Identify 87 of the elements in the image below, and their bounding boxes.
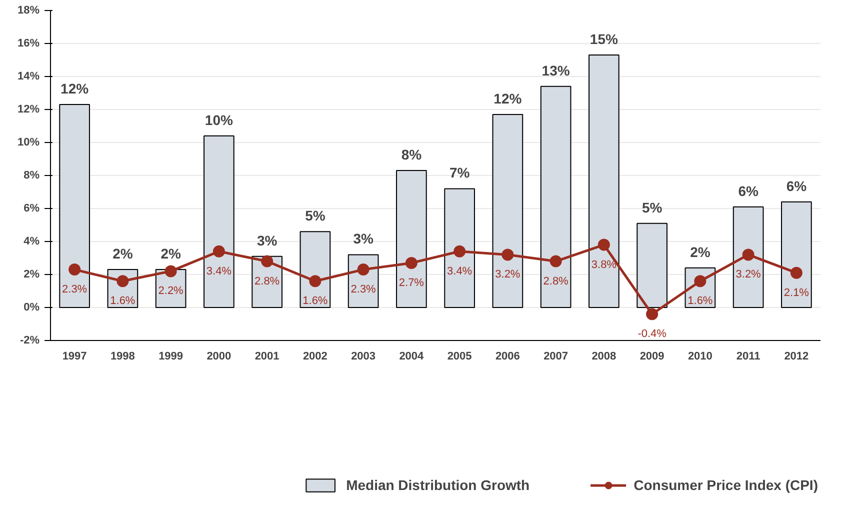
data-label: 3.8% bbox=[591, 258, 617, 271]
data-label: 2.8% bbox=[543, 275, 569, 288]
bar bbox=[204, 135, 234, 308]
data-label: 1.6% bbox=[110, 295, 136, 308]
x-tick-label: 2008 bbox=[592, 350, 616, 362]
x-tick-label: 2001 bbox=[254, 350, 280, 362]
x-tick-label: 2002 bbox=[302, 350, 328, 362]
data-label: 3.4% bbox=[206, 265, 232, 278]
point bbox=[261, 255, 274, 268]
data-label: 13% bbox=[542, 62, 570, 78]
data-label: 5% bbox=[642, 199, 663, 216]
y-tick-label: 10% bbox=[17, 136, 40, 148]
data-label: 7% bbox=[449, 164, 470, 181]
bar bbox=[300, 231, 331, 308]
x-tick-label: 2005 bbox=[447, 350, 472, 362]
data-label: 3.4% bbox=[447, 265, 472, 278]
point bbox=[646, 308, 658, 320]
legend-label: Consumer Price Index (CPI) bbox=[634, 477, 818, 493]
point bbox=[454, 245, 466, 258]
data-label: 1.6% bbox=[302, 295, 328, 308]
data-label: 2.2% bbox=[158, 285, 184, 298]
x-tick-label: 2010 bbox=[688, 350, 712, 362]
point bbox=[164, 265, 177, 278]
point bbox=[309, 275, 322, 288]
x-tick-label: 1998 bbox=[110, 350, 135, 362]
data-label: 2.8% bbox=[254, 275, 280, 288]
data-label: 3% bbox=[256, 232, 278, 248]
x-tick-label: 2000 bbox=[206, 350, 232, 362]
y-tick-label: 8% bbox=[24, 170, 40, 182]
point bbox=[357, 264, 370, 276]
data-label: 12% bbox=[60, 80, 90, 97]
y-tick-label: 14% bbox=[17, 70, 40, 82]
x-tick-label: 2006 bbox=[495, 350, 520, 362]
data-label: 2.3% bbox=[62, 284, 88, 296]
point bbox=[598, 238, 610, 251]
data-label: 2% bbox=[112, 246, 134, 262]
data-label: 15% bbox=[590, 31, 618, 48]
x-tick-label: 2011 bbox=[736, 350, 760, 362]
point bbox=[116, 275, 129, 288]
point bbox=[790, 266, 802, 279]
data-label: 1.6% bbox=[688, 295, 713, 308]
x-tick-label: 2003 bbox=[351, 350, 376, 362]
data-label: 5% bbox=[305, 208, 326, 224]
data-label: 2% bbox=[160, 246, 182, 262]
x-tick-label: 1999 bbox=[158, 350, 184, 362]
x-tick-label: 2004 bbox=[399, 350, 425, 362]
y-tick-label: 12% bbox=[17, 104, 40, 116]
bar bbox=[540, 86, 572, 308]
point bbox=[68, 264, 81, 276]
point bbox=[742, 248, 754, 261]
data-label: 2% bbox=[690, 244, 711, 260]
data-label: 3% bbox=[353, 230, 374, 247]
y-tick-label: 16% bbox=[17, 38, 40, 50]
bar bbox=[59, 104, 90, 308]
bar bbox=[636, 222, 668, 308]
point bbox=[212, 245, 225, 258]
data-label: 8% bbox=[401, 146, 422, 163]
data-label: 6% bbox=[738, 182, 759, 199]
point bbox=[550, 255, 562, 268]
point bbox=[502, 248, 514, 261]
bar bbox=[732, 206, 764, 308]
y-tick-label: 0% bbox=[24, 302, 40, 314]
data-label: -0.4% bbox=[638, 328, 667, 340]
data-label: 10% bbox=[204, 112, 234, 128]
y-tick-label: 6% bbox=[24, 202, 40, 214]
x-tick-label: 2012 bbox=[784, 350, 809, 362]
bar bbox=[396, 170, 427, 308]
data-label: 3.2% bbox=[495, 268, 520, 281]
data-label: 2.3% bbox=[350, 284, 376, 296]
x-tick-label: 2007 bbox=[544, 350, 568, 362]
legend-label: Median Distribution Growth bbox=[346, 477, 530, 493]
bar bbox=[588, 54, 620, 308]
x-tick-label: 2009 bbox=[640, 350, 664, 362]
data-label: 2.7% bbox=[398, 276, 424, 289]
data-label: 3.2% bbox=[736, 268, 762, 281]
x-tick-label: 1997 bbox=[62, 350, 87, 362]
data-label: 6% bbox=[786, 178, 808, 194]
point bbox=[405, 256, 418, 269]
bar bbox=[492, 114, 524, 308]
y-tick-label: 18% bbox=[17, 4, 40, 16]
data-label: 2.1% bbox=[784, 286, 810, 299]
y-tick-label: 4% bbox=[24, 236, 40, 248]
y-tick-label: 2% bbox=[24, 268, 40, 280]
y-tick-label: -2% bbox=[20, 334, 40, 346]
data-label: 12% bbox=[494, 90, 522, 106]
bar bbox=[444, 188, 475, 308]
bar bbox=[781, 201, 812, 308]
